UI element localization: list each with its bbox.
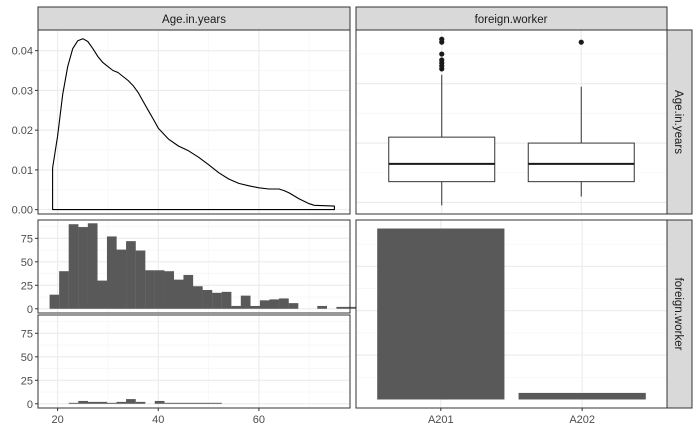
right-strip-age: Age.in.years bbox=[666, 29, 693, 215]
strip-label-fw-right: foreign.worker bbox=[672, 278, 684, 351]
histogram-a202-bar bbox=[87, 401, 98, 404]
histogram-panel-a201: 0 25 50 75 bbox=[21, 219, 356, 316]
histogram-a201-bar bbox=[126, 241, 136, 309]
histogram-a201-bar bbox=[145, 270, 155, 309]
histogram-a201-bar bbox=[135, 250, 146, 309]
histogram-a202-bar bbox=[202, 402, 213, 404]
x-axis-age: 20 40 60 bbox=[52, 408, 265, 426]
x-tick-label-age: 60 bbox=[253, 414, 265, 426]
boxplot-box-a201 bbox=[388, 136, 496, 183]
histogram-a201-border bbox=[37, 219, 351, 314]
density-border bbox=[37, 29, 351, 215]
histogram-a202-y-tick-label: 0 bbox=[27, 399, 33, 411]
histogram-panel-a202: 0 25 50 75 bbox=[21, 314, 351, 411]
histogram-a201-bar bbox=[240, 295, 251, 309]
boxplot-outlier-a201 bbox=[439, 57, 445, 63]
histogram-a201-bar bbox=[78, 227, 88, 309]
density-curve bbox=[52, 38, 335, 211]
histogram-a201-bar bbox=[106, 236, 117, 309]
histogram-a201-bar bbox=[49, 294, 60, 309]
histogram-a202-bar bbox=[106, 402, 117, 404]
histogram-a201-bar bbox=[59, 271, 69, 309]
top-strip-foreign-worker: foreign.worker bbox=[355, 6, 668, 31]
histogram-a201-bar bbox=[164, 271, 175, 309]
histogram-a201-bar bbox=[68, 224, 79, 309]
histogram-a201-bar bbox=[269, 299, 280, 309]
histogram-a202-bar bbox=[78, 400, 88, 404]
right-strip-foreign-worker: foreign.worker bbox=[666, 219, 693, 409]
density-y-tick-label: 0.04 bbox=[12, 46, 33, 58]
histogram-a202-bar bbox=[183, 402, 194, 404]
histogram-a201-bar bbox=[221, 291, 232, 309]
strip-label-age-top: Age.in.years bbox=[162, 14, 226, 26]
histogram-a202-bar bbox=[97, 401, 108, 404]
histogram-a202-bar bbox=[154, 400, 165, 404]
histogram-a202-bar bbox=[135, 401, 146, 404]
x-tick-label-age: 40 bbox=[152, 414, 164, 426]
histogram-a201-bar bbox=[183, 274, 194, 309]
boxplot-outlier-a201 bbox=[439, 36, 445, 42]
top-strip-age: Age.in.years bbox=[37, 6, 351, 31]
histogram-a202-bar bbox=[212, 402, 222, 404]
histogram-a201-bar bbox=[250, 305, 261, 309]
x-axis-foreign-worker: A201 A202 bbox=[428, 408, 595, 426]
x-tick-label-fw: A201 bbox=[428, 414, 454, 426]
histogram-a201-bar bbox=[288, 303, 299, 309]
count-bar-border bbox=[355, 219, 668, 409]
histogram-a201-y-tick-label: 50 bbox=[21, 257, 33, 269]
histogram-a202-bar bbox=[116, 401, 127, 404]
histogram-a201-bar bbox=[87, 223, 98, 309]
histogram-a201-bar bbox=[259, 300, 270, 309]
histogram-a201-y-tick-label: 75 bbox=[21, 233, 33, 245]
histogram-a202-y-tick-label: 25 bbox=[21, 375, 33, 387]
strip-label-age-right: Age.in.years bbox=[672, 90, 684, 154]
histogram-a202-bar bbox=[126, 399, 136, 404]
histogram-a202-background bbox=[38, 315, 350, 408]
histogram-a201-bar bbox=[192, 286, 203, 309]
x-tick-label-fw: A202 bbox=[569, 414, 595, 426]
boxplot-border bbox=[355, 29, 668, 215]
histogram-a201-bar bbox=[231, 305, 241, 309]
histogram-a201-bar bbox=[336, 306, 347, 309]
histogram-a202-bar bbox=[68, 402, 79, 404]
boxplot-background bbox=[356, 30, 667, 214]
histogram-a201-y-tick-label: 25 bbox=[21, 280, 33, 292]
density-y-tick-label: 0.02 bbox=[12, 125, 33, 137]
histogram-a201-bar bbox=[173, 279, 184, 309]
x-tick-label-age: 20 bbox=[52, 414, 64, 426]
histogram-a202-y-tick-label: 50 bbox=[21, 352, 33, 364]
histogram-a201-bar bbox=[154, 270, 165, 309]
histogram-a201-bar bbox=[97, 280, 108, 309]
boxplot-box-a202 bbox=[527, 142, 635, 183]
histogram-a201-bar bbox=[116, 249, 127, 309]
boxplot-panel bbox=[355, 29, 668, 215]
histogram-a201-bar bbox=[279, 298, 289, 309]
histogram-a201-bar bbox=[345, 306, 356, 309]
histogram-a202-border bbox=[37, 314, 351, 409]
density-y-tick-label: 0.01 bbox=[12, 165, 33, 177]
count-bar-a202 bbox=[518, 392, 646, 400]
density-y-tick-label: 0.00 bbox=[12, 205, 33, 217]
histogram-a201-bar bbox=[212, 292, 222, 309]
count-bar-panel bbox=[355, 219, 668, 409]
count-bar-a201 bbox=[377, 228, 505, 400]
boxplot-outlier-a201 bbox=[439, 51, 445, 57]
histogram-a202-y-tick-label: 75 bbox=[21, 328, 33, 340]
histogram-a202-bar bbox=[164, 402, 175, 404]
histogram-a201-bar bbox=[202, 289, 213, 309]
density-panel: 0.00 0.01 0.02 0.03 0.04 bbox=[12, 29, 351, 217]
histogram-a201-y-tick-label: 0 bbox=[27, 304, 33, 316]
density-background bbox=[38, 30, 350, 214]
histogram-a201-bar bbox=[317, 305, 327, 309]
density-y-tick-label: 0.03 bbox=[12, 85, 33, 97]
histogram-a202-bar bbox=[192, 402, 203, 404]
boxplot-outlier-a202 bbox=[578, 39, 584, 45]
histogram-a202-bar bbox=[173, 402, 184, 404]
strip-label-fw-top: foreign.worker bbox=[475, 14, 548, 26]
